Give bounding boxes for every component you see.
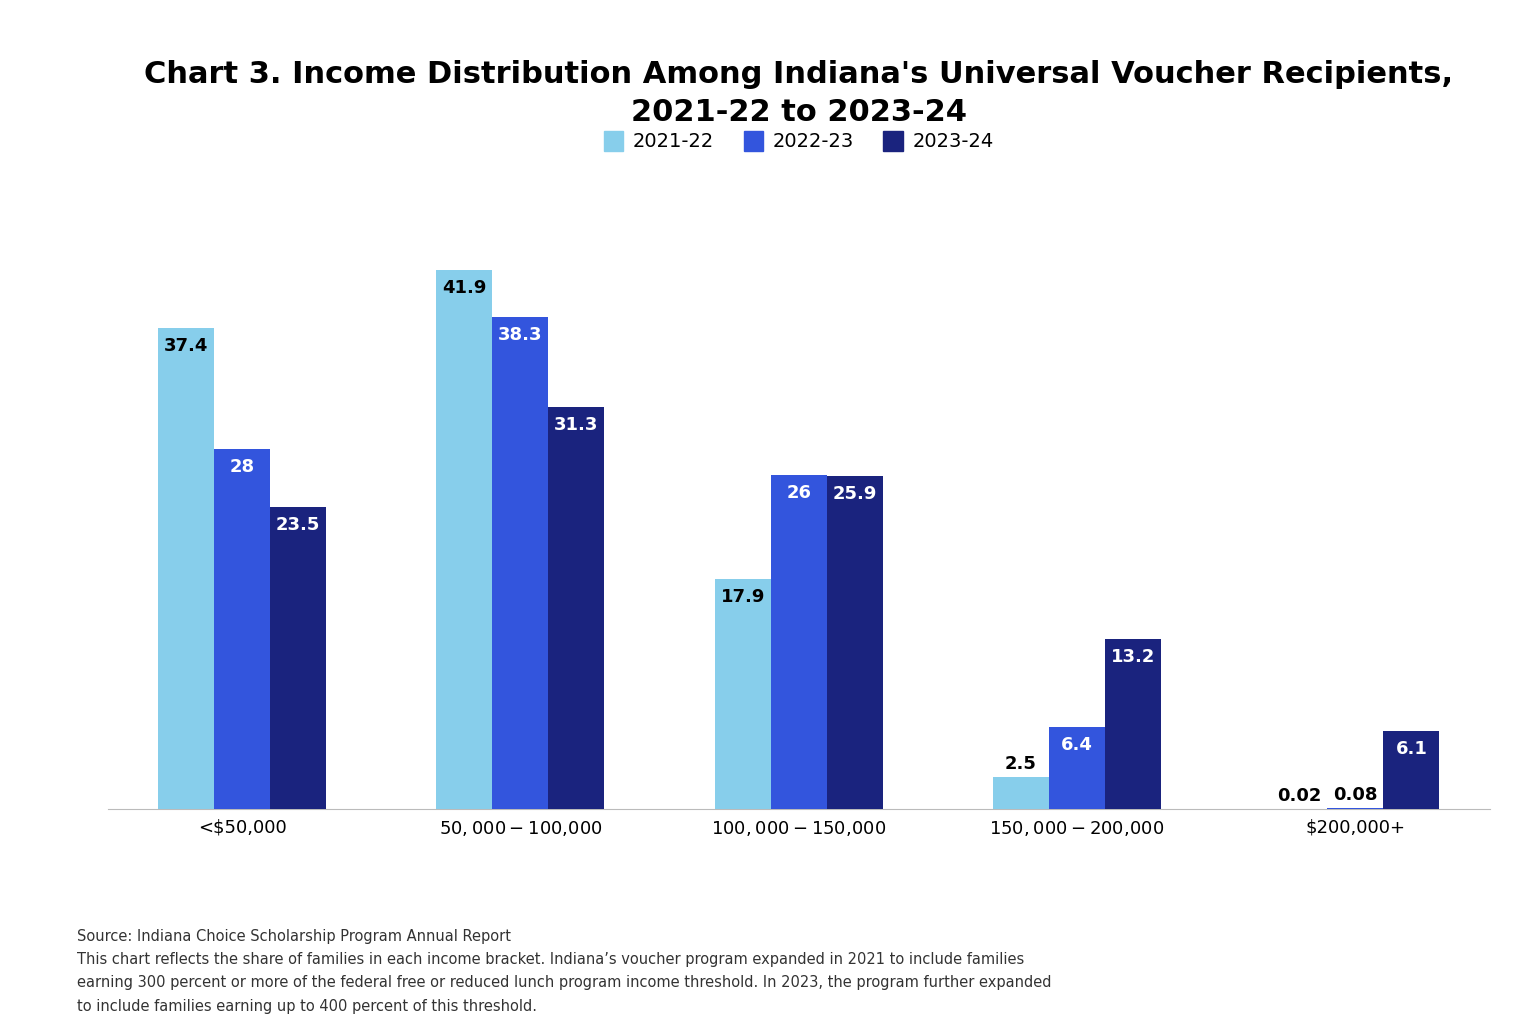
Text: 28: 28	[229, 458, 255, 476]
Bar	[1384, 730, 1439, 809]
Bar	[1104, 639, 1161, 809]
Bar	[158, 329, 214, 809]
Text: 25.9: 25.9	[833, 485, 877, 503]
Bar	[548, 407, 605, 809]
Title: Chart 3. Income Distribution Among Indiana's Universal Voucher Recipients,
2021-: Chart 3. Income Distribution Among India…	[144, 60, 1453, 127]
Text: 0.08: 0.08	[1333, 786, 1378, 804]
Bar	[992, 777, 1049, 809]
Text: 6.1: 6.1	[1396, 739, 1427, 758]
Text: 23.5: 23.5	[276, 516, 321, 534]
Bar	[214, 450, 270, 809]
Text: 41.9: 41.9	[442, 280, 487, 297]
Text: 13.2: 13.2	[1111, 648, 1155, 667]
Bar	[436, 270, 493, 809]
Text: 6.4: 6.4	[1061, 735, 1094, 754]
Y-axis label: Percent of Students: Percent of Students	[0, 412, 9, 602]
Text: 26: 26	[786, 483, 811, 502]
Bar	[714, 579, 771, 809]
Text: 17.9: 17.9	[720, 588, 765, 606]
Bar	[771, 475, 826, 809]
Text: Source: Indiana Choice Scholarship Program Annual Report
This chart reflects the: Source: Indiana Choice Scholarship Progr…	[77, 929, 1051, 1014]
Text: 37.4: 37.4	[164, 337, 209, 355]
Text: 38.3: 38.3	[498, 326, 542, 344]
Bar	[826, 476, 883, 809]
Bar	[270, 507, 326, 809]
Legend: 2021-22, 2022-23, 2023-24: 2021-22, 2022-23, 2023-24	[594, 121, 1003, 161]
Text: 2.5: 2.5	[1005, 755, 1037, 773]
Text: 31.3: 31.3	[554, 416, 599, 433]
Text: 0.02: 0.02	[1276, 786, 1321, 805]
Bar	[1327, 808, 1384, 809]
Bar	[1049, 727, 1104, 809]
Bar	[493, 316, 548, 809]
